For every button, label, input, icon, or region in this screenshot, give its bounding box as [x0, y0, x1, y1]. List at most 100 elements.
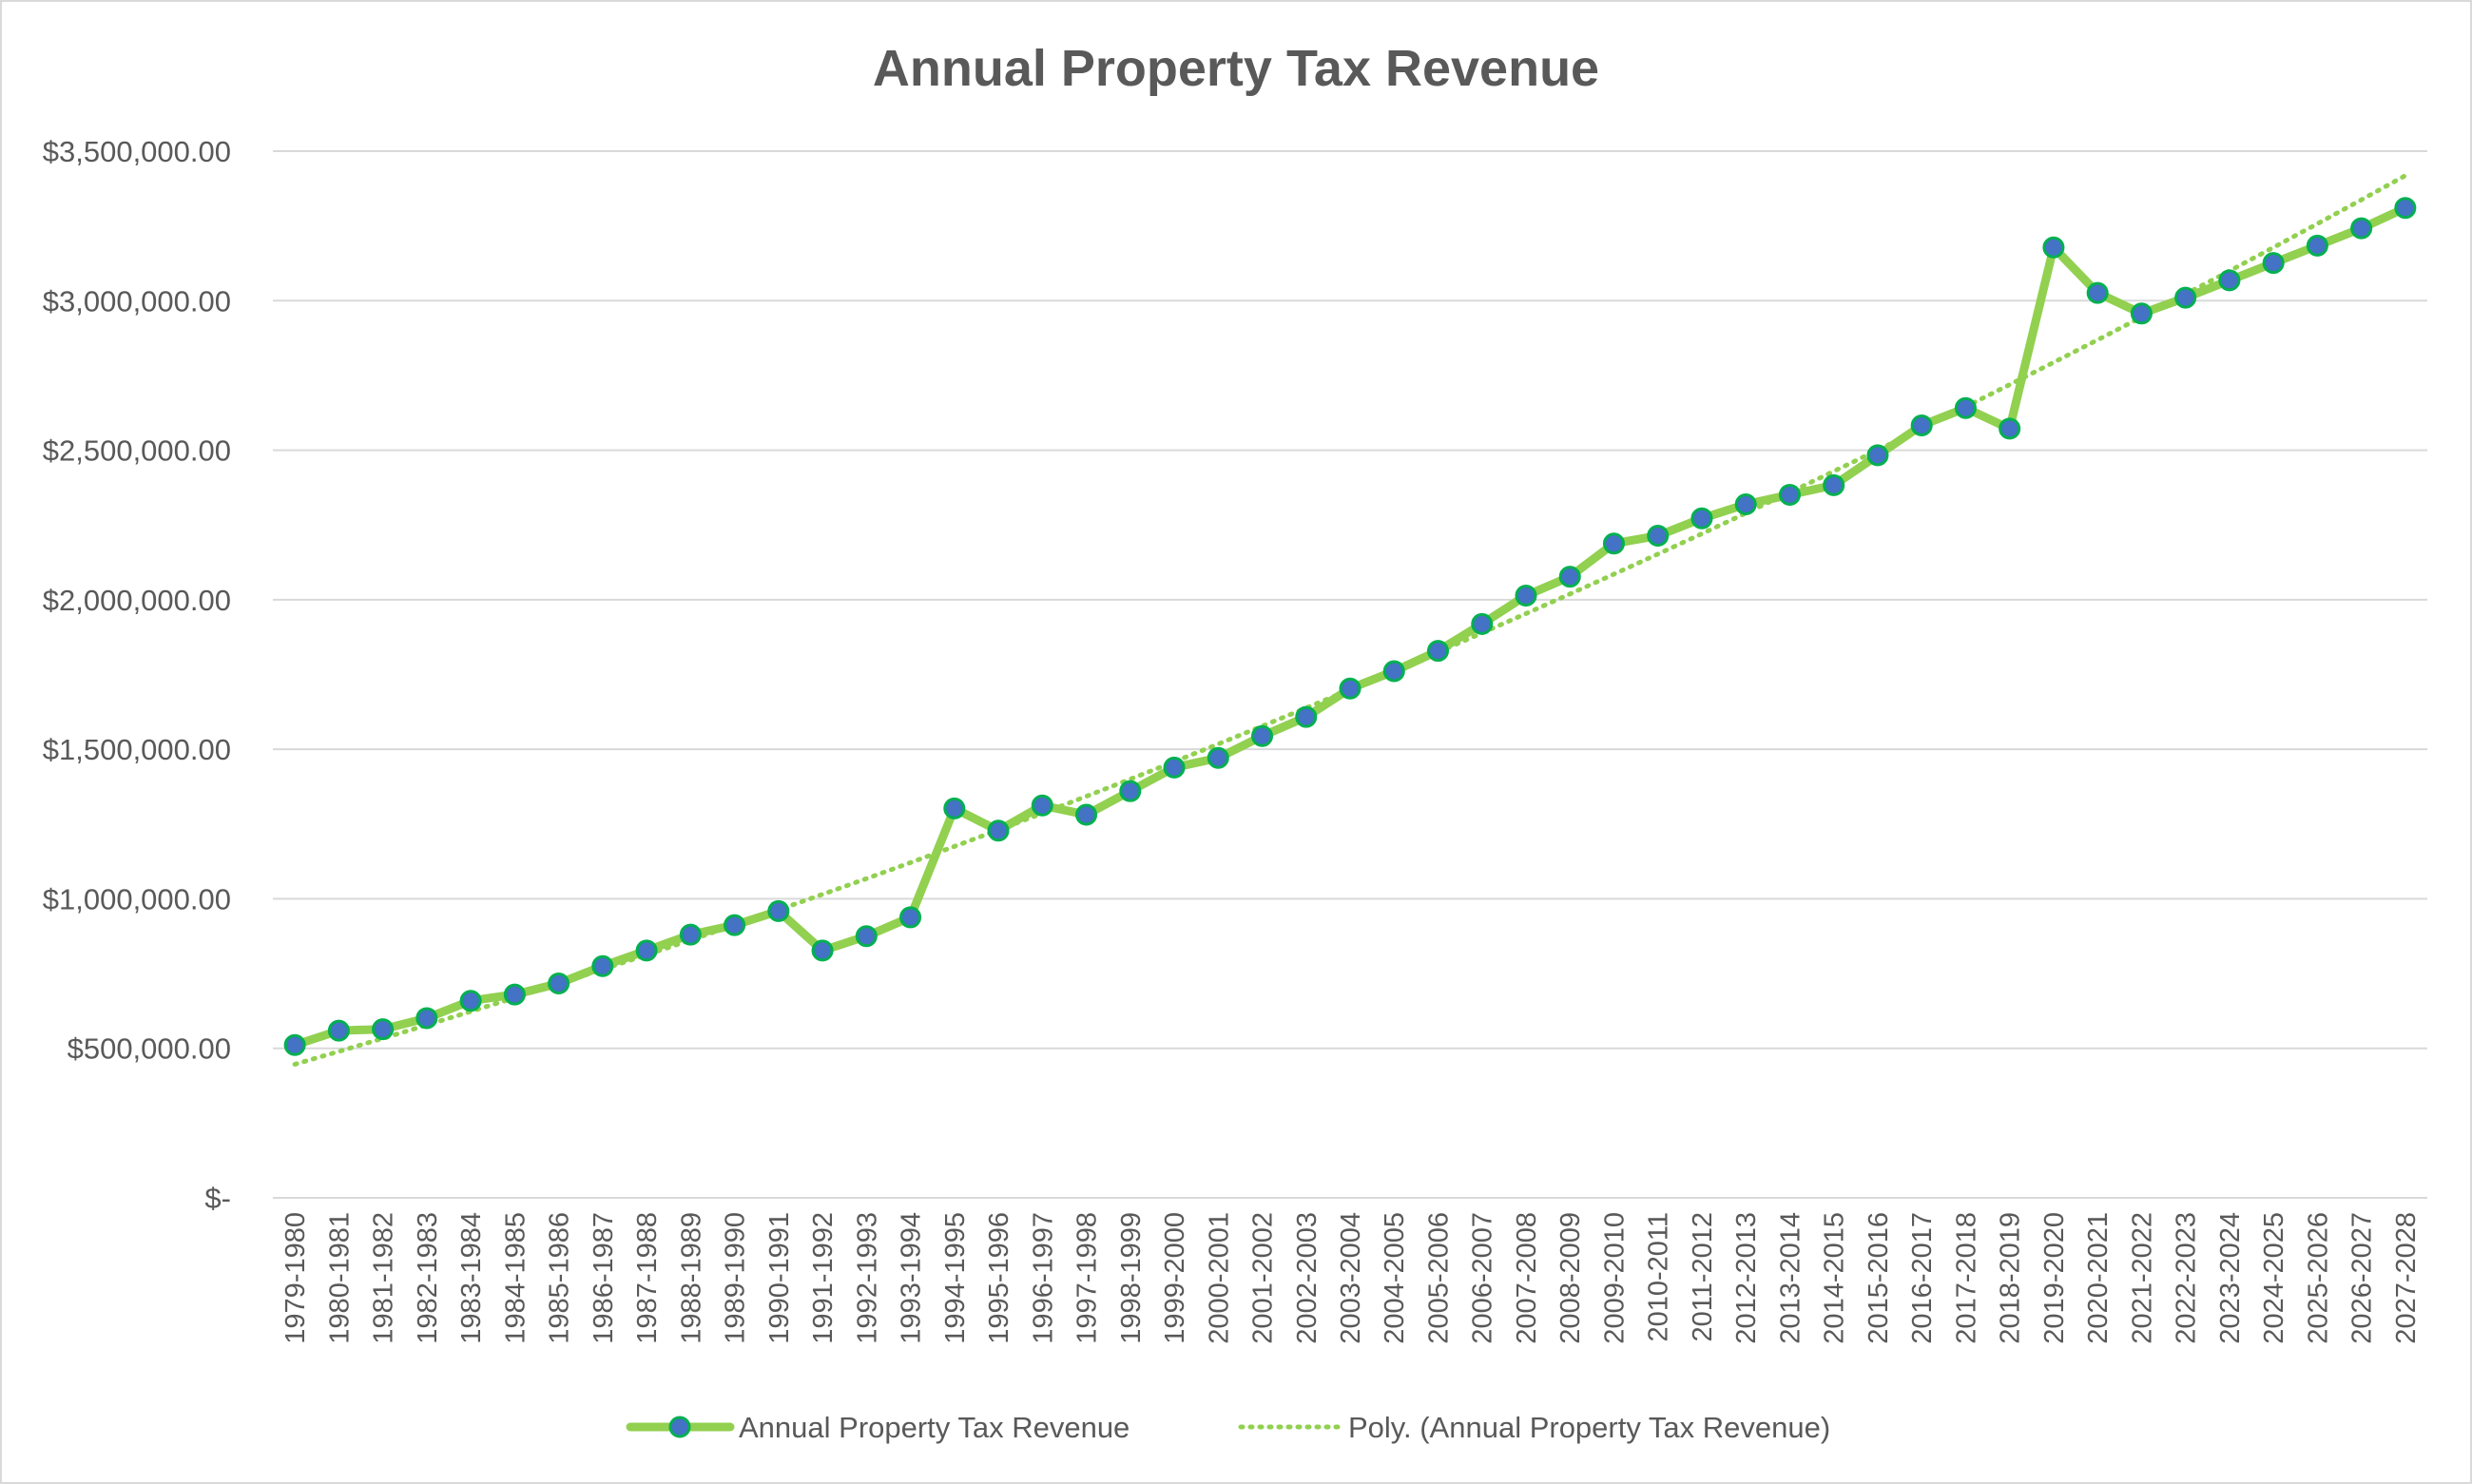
x-tick-label: 1984-1985 [500, 1212, 531, 1344]
x-tick-label: 1997-1998 [1072, 1212, 1103, 1344]
data-point [283, 1033, 306, 1056]
x-tick-label: 2023-2024 [2215, 1212, 2246, 1344]
data-point [372, 1018, 395, 1041]
x-tick-label: 2019-2020 [2039, 1212, 2070, 1344]
data-point [2174, 286, 2197, 309]
data-point [327, 1019, 350, 1042]
data-point [1866, 444, 1889, 467]
data-point [1954, 396, 1977, 419]
data-point [899, 906, 922, 929]
data-point [1999, 417, 2021, 440]
x-tick-label: 1998-1999 [1116, 1212, 1147, 1344]
data-point [2130, 302, 2153, 325]
x-tick-label: 1982-1983 [413, 1212, 443, 1344]
x-tick-label: 1996-1997 [1028, 1212, 1058, 1344]
x-tick-label: 1991-1992 [808, 1212, 839, 1344]
y-tick-label: $1,000,000.00 [43, 882, 231, 915]
x-tick-label: 2010-2011 [1644, 1212, 1674, 1342]
y-axis: $- $500,000.00 $1,000,000.00 $1,500,000.00 $… [43, 135, 231, 1215]
x-tick-label: 1994-1995 [940, 1212, 971, 1344]
series-annual-property-tax-revenue [283, 197, 2417, 1056]
x-tick-label: 2021-2022 [2127, 1212, 2157, 1344]
data-point [2086, 281, 2109, 304]
y-tick-label: $3,000,000.00 [43, 284, 231, 318]
gridlines [273, 150, 2427, 1199]
x-tick-label: 1986-1987 [589, 1212, 619, 1344]
data-point [1602, 532, 1625, 555]
x-tick-label: 2000-2001 [1204, 1212, 1234, 1344]
data-point [855, 925, 878, 948]
data-point [2394, 197, 2417, 220]
x-tick-label: 2003-2004 [1336, 1212, 1366, 1344]
data-point [1031, 794, 1053, 817]
x-tick-label: 2025-2026 [2303, 1212, 2333, 1344]
x-tick-label: 2027-2028 [2391, 1212, 2422, 1344]
data-point [415, 1007, 438, 1030]
data-point [1734, 493, 1757, 516]
x-tick-label: 1988-1989 [676, 1212, 706, 1344]
y-tick-label: $3,500,000.00 [43, 135, 231, 168]
chart-title: Annual Property Tax Revenue [873, 40, 1599, 97]
data-point [1426, 640, 1449, 663]
data-point [1690, 507, 1713, 530]
legend-item-series: Annual Property Tax Revenue [626, 1411, 1130, 1444]
x-tick-label: 2009-2010 [1599, 1212, 1630, 1344]
x-tick-label: 2014-2015 [1820, 1212, 1850, 1344]
x-tick-label: 2005-2006 [1423, 1212, 1454, 1344]
x-tick-label: 2002-2003 [1292, 1212, 1323, 1344]
data-point [548, 972, 570, 994]
x-tick-label: 1993-1994 [897, 1212, 927, 1344]
legend-label-series: Annual Property Tax Revenue [739, 1411, 1130, 1444]
x-tick-label: 1987-1988 [632, 1212, 663, 1344]
x-tick-label: 2015-2016 [1864, 1212, 1894, 1344]
x-tick-label: 1990-1991 [764, 1212, 795, 1344]
x-tick-label: 2013-2014 [1775, 1212, 1806, 1344]
y-tick-label: $500,000.00 [68, 1032, 231, 1066]
x-tick-label: 2007-2008 [1512, 1212, 1542, 1344]
data-point [1823, 473, 1845, 496]
x-tick-label: 2018-2019 [1996, 1212, 2026, 1344]
y-tick-label: $2,500,000.00 [43, 434, 231, 468]
x-tick-label: 2026-2027 [2347, 1212, 2378, 1344]
x-tick-label: 1979-1980 [280, 1212, 311, 1344]
data-point [1647, 525, 1670, 548]
data-point [943, 797, 966, 819]
x-tick-label: 1985-1986 [545, 1212, 575, 1344]
x-tick-label: 2017-2018 [1951, 1212, 1981, 1344]
data-point [767, 899, 790, 922]
data-point [2306, 234, 2328, 257]
data-point [2262, 252, 2285, 275]
data-point [1163, 756, 1186, 779]
x-tick-label: 2011-2012 [1688, 1212, 1718, 1342]
data-point [1778, 483, 1801, 506]
data-point [2042, 236, 2065, 259]
data-point [1207, 746, 1229, 769]
data-point [1910, 414, 1933, 436]
x-tick-label: 1980-1981 [324, 1212, 355, 1344]
x-tick-label: 2004-2005 [1380, 1212, 1410, 1344]
data-point [1251, 724, 1274, 747]
x-tick-label: 2001-2002 [1248, 1212, 1279, 1344]
x-tick-label: 1981-1982 [369, 1212, 399, 1344]
data-point [1471, 612, 1494, 635]
y-tick-label: $- [204, 1182, 231, 1215]
data-point [1295, 705, 1318, 728]
x-tick-label: 1995-1996 [984, 1212, 1014, 1344]
data-point [987, 819, 1010, 842]
x-tick-label: 2012-2013 [1731, 1212, 1762, 1344]
y-tick-label: $1,500,000.00 [43, 733, 231, 766]
legend: Annual Property Tax Revenue Poly. (Annua… [626, 1411, 1830, 1444]
data-point [811, 939, 834, 962]
x-tick-label: 1999-2000 [1160, 1212, 1190, 1344]
legend-marker-icon [668, 1416, 691, 1438]
data-point [503, 983, 526, 1006]
y-tick-label: $2,000,000.00 [43, 584, 231, 617]
data-point [679, 923, 702, 946]
x-tick-label: 2022-2023 [2172, 1212, 2202, 1344]
data-point [1339, 677, 1362, 700]
legend-item-trendline: Poly. (Annual Property Tax Revenue) [1238, 1411, 1830, 1444]
data-point [1119, 780, 1142, 802]
x-tick-label: 2016-2017 [1907, 1212, 1938, 1344]
x-tick-label: 1992-1993 [852, 1212, 882, 1344]
